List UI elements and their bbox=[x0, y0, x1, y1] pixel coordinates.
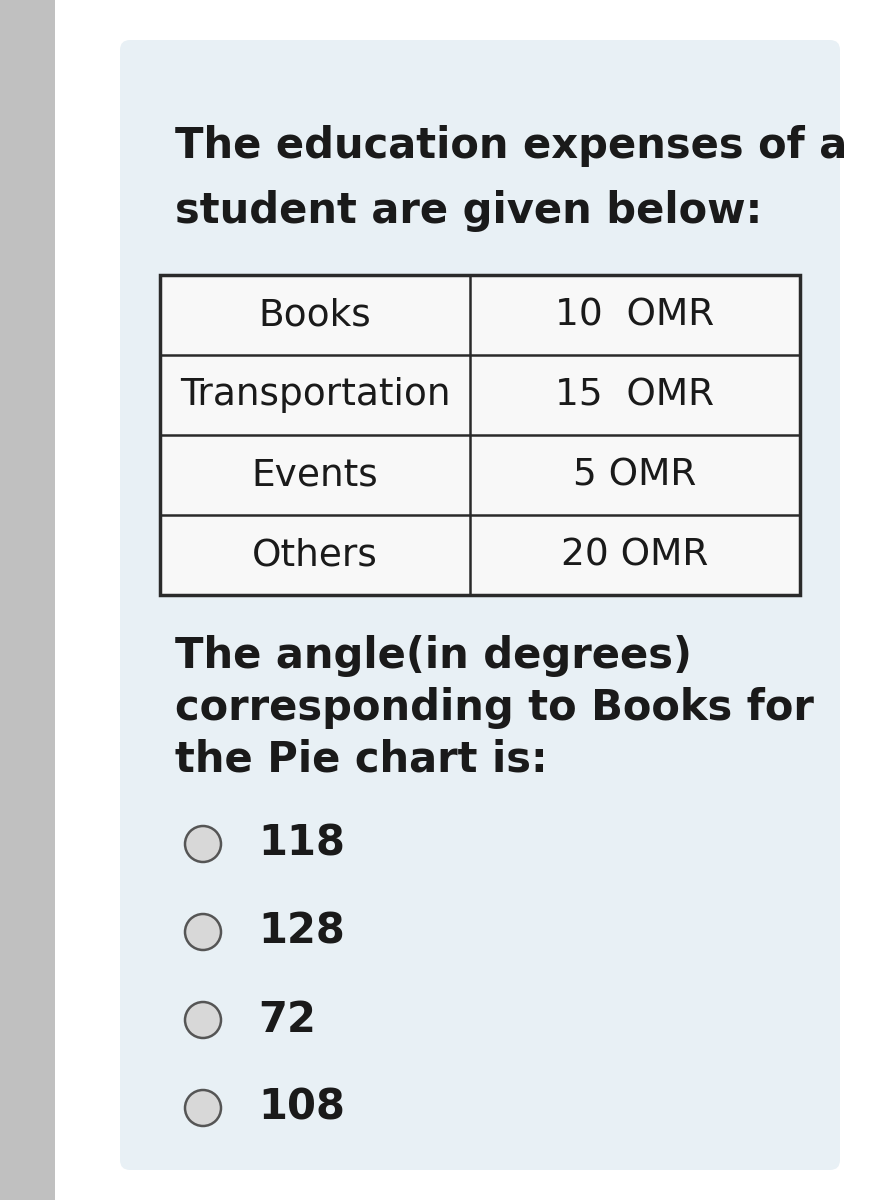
Text: corresponding to Books for: corresponding to Books for bbox=[175, 686, 814, 728]
Text: The angle(in degrees): The angle(in degrees) bbox=[175, 635, 692, 677]
Circle shape bbox=[185, 826, 221, 862]
Text: student are given below:: student are given below: bbox=[175, 190, 762, 232]
FancyBboxPatch shape bbox=[120, 40, 840, 1170]
Bar bbox=[160, 275, 800, 595]
Text: 15  OMR: 15 OMR bbox=[556, 377, 715, 413]
Bar bbox=[0, 0, 55, 1200]
Text: Books: Books bbox=[259, 296, 371, 332]
Circle shape bbox=[185, 1002, 221, 1038]
Text: 108: 108 bbox=[258, 1087, 345, 1129]
Text: 20 OMR: 20 OMR bbox=[561, 538, 709, 572]
Text: Others: Others bbox=[252, 538, 378, 572]
Text: 118: 118 bbox=[258, 823, 345, 865]
Text: Transportation: Transportation bbox=[180, 377, 450, 413]
Bar bbox=[160, 275, 800, 595]
Text: 128: 128 bbox=[258, 911, 345, 953]
Text: 5 OMR: 5 OMR bbox=[573, 457, 697, 493]
Text: 10  OMR: 10 OMR bbox=[555, 296, 715, 332]
Text: Events: Events bbox=[252, 457, 378, 493]
Text: 72: 72 bbox=[258, 998, 316, 1040]
Circle shape bbox=[185, 914, 221, 950]
Text: The education expenses of a: The education expenses of a bbox=[175, 125, 847, 167]
Circle shape bbox=[185, 1090, 221, 1126]
Text: the Pie chart is:: the Pie chart is: bbox=[175, 739, 548, 781]
